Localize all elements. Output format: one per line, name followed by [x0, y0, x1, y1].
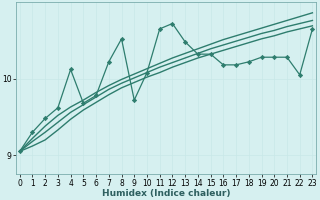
X-axis label: Humidex (Indice chaleur): Humidex (Indice chaleur): [102, 189, 230, 198]
